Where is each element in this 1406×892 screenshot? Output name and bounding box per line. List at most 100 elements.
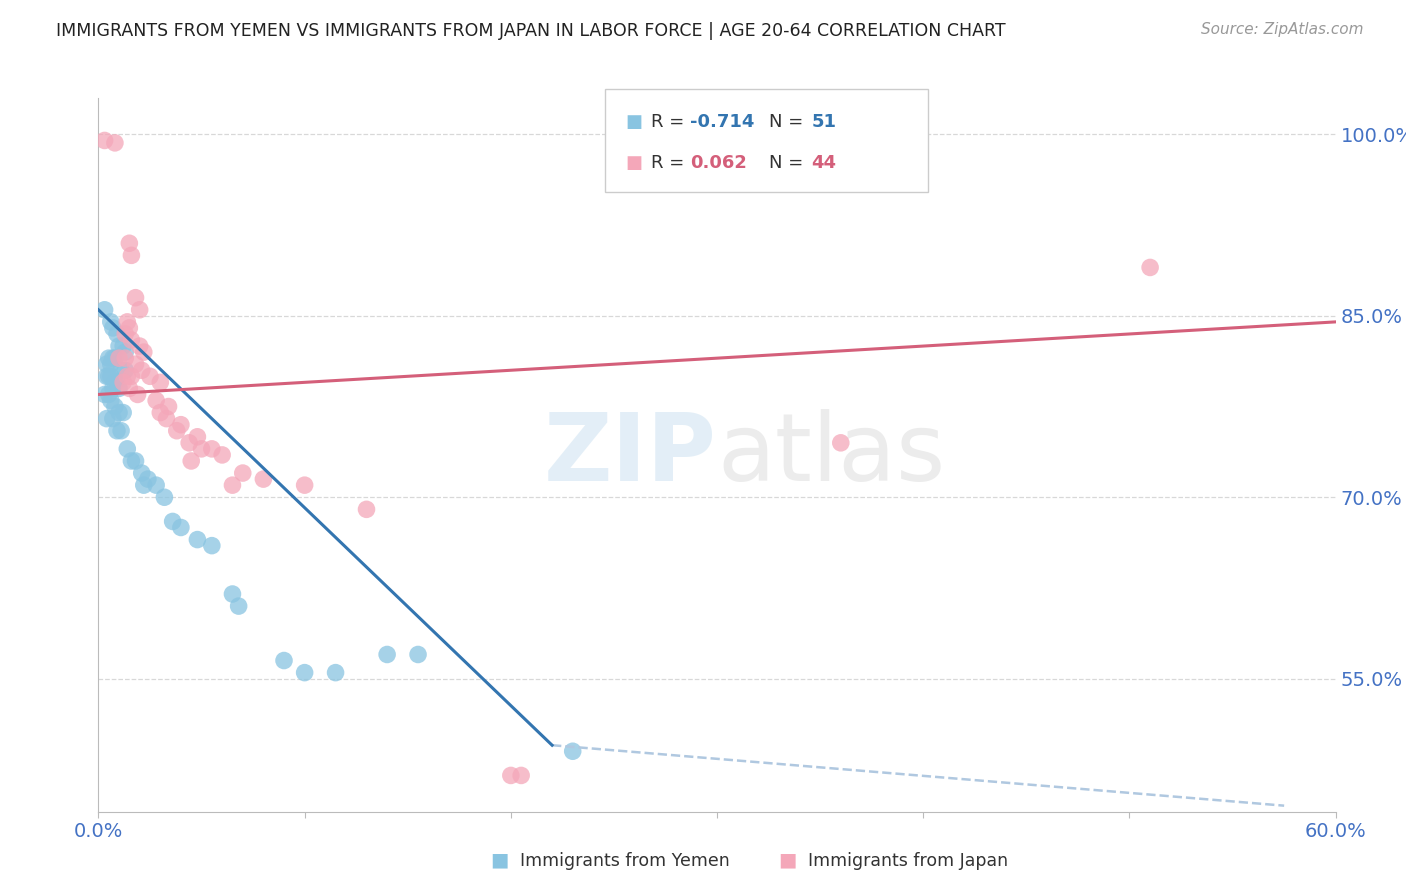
Point: [105, 326, 128, 341]
Point: [105, 424, 128, 438]
Point: [104, 351, 127, 366]
Text: N =: N =: [769, 113, 808, 131]
Text: 51: 51: [811, 113, 837, 131]
Text: ■: ■: [626, 154, 643, 172]
Point: [101, 381, 124, 395]
Point: [131, 363, 153, 377]
Point: [97, 369, 120, 384]
Point: [190, 442, 212, 456]
Point: [96, 357, 118, 371]
Text: R =: R =: [651, 113, 690, 131]
Point: [325, 665, 347, 680]
Point: [117, 442, 139, 456]
Point: [228, 599, 250, 613]
Point: [114, 345, 136, 359]
Point: [830, 435, 852, 450]
Point: [96, 411, 118, 425]
Point: [252, 472, 274, 486]
Point: [499, 768, 522, 782]
Point: [101, 411, 124, 425]
Point: [105, 376, 128, 390]
Point: [211, 448, 233, 462]
Point: [162, 515, 184, 529]
Point: [118, 321, 141, 335]
Point: [221, 587, 243, 601]
Point: [93, 302, 115, 317]
Point: [201, 539, 224, 553]
Text: R =: R =: [651, 154, 690, 172]
Point: [139, 369, 162, 384]
Point: [186, 430, 208, 444]
Point: [273, 654, 295, 668]
Point: [179, 435, 201, 450]
Point: [356, 502, 378, 516]
Point: [132, 345, 155, 359]
Text: ■: ■: [778, 851, 797, 870]
Point: [120, 454, 142, 468]
Point: [127, 387, 149, 401]
Point: [157, 400, 180, 414]
Point: [112, 406, 135, 420]
Text: N =: N =: [769, 154, 808, 172]
Point: [294, 665, 316, 680]
Point: [294, 478, 316, 492]
Point: [406, 648, 429, 662]
Point: [93, 133, 115, 147]
Text: 0.062: 0.062: [690, 154, 747, 172]
Point: [136, 472, 159, 486]
Point: [100, 369, 122, 384]
Point: [100, 357, 122, 371]
Point: [186, 533, 208, 547]
Text: Immigrants from Yemen: Immigrants from Yemen: [520, 852, 730, 870]
Point: [108, 406, 131, 420]
Point: [166, 424, 188, 438]
Text: atlas: atlas: [717, 409, 945, 501]
Point: [180, 454, 202, 468]
Point: [97, 351, 120, 366]
Point: [112, 339, 135, 353]
Point: [112, 376, 135, 390]
Point: [232, 466, 254, 480]
Point: [132, 478, 155, 492]
Point: [110, 424, 132, 438]
Point: [149, 406, 172, 420]
Point: [153, 490, 176, 504]
Point: [120, 369, 142, 384]
Y-axis label: In Labor Force | Age 20-64: In Labor Force | Age 20-64: [0, 335, 8, 574]
Point: [118, 381, 141, 395]
Point: [155, 411, 177, 425]
Text: ZIP: ZIP: [544, 409, 717, 501]
Point: [108, 381, 131, 395]
Point: [375, 648, 398, 662]
Text: IMMIGRANTS FROM YEMEN VS IMMIGRANTS FROM JAPAN IN LABOR FORCE | AGE 20-64 CORREL: IMMIGRANTS FROM YEMEN VS IMMIGRANTS FROM…: [56, 22, 1005, 40]
Point: [100, 393, 122, 408]
Point: [170, 417, 193, 432]
Point: [101, 351, 124, 366]
Point: [101, 321, 124, 335]
Point: [145, 478, 167, 492]
Point: [96, 369, 118, 384]
Point: [124, 357, 146, 371]
Point: [510, 768, 533, 782]
Point: [124, 454, 146, 468]
Point: [100, 315, 122, 329]
Point: [104, 376, 127, 390]
Point: [117, 369, 139, 384]
Text: ■: ■: [626, 113, 643, 131]
Point: [114, 363, 136, 377]
Text: 44: 44: [811, 154, 837, 172]
Point: [104, 400, 127, 414]
Point: [97, 387, 120, 401]
Point: [117, 315, 139, 329]
Point: [120, 333, 142, 347]
Point: [114, 351, 136, 366]
Point: [201, 442, 224, 456]
Point: [104, 136, 127, 150]
Text: Source: ZipAtlas.com: Source: ZipAtlas.com: [1201, 22, 1364, 37]
Point: [114, 326, 136, 341]
Point: [221, 478, 243, 492]
Text: -0.714: -0.714: [690, 113, 755, 131]
Point: [110, 363, 132, 377]
Point: [128, 302, 150, 317]
Point: [108, 339, 131, 353]
